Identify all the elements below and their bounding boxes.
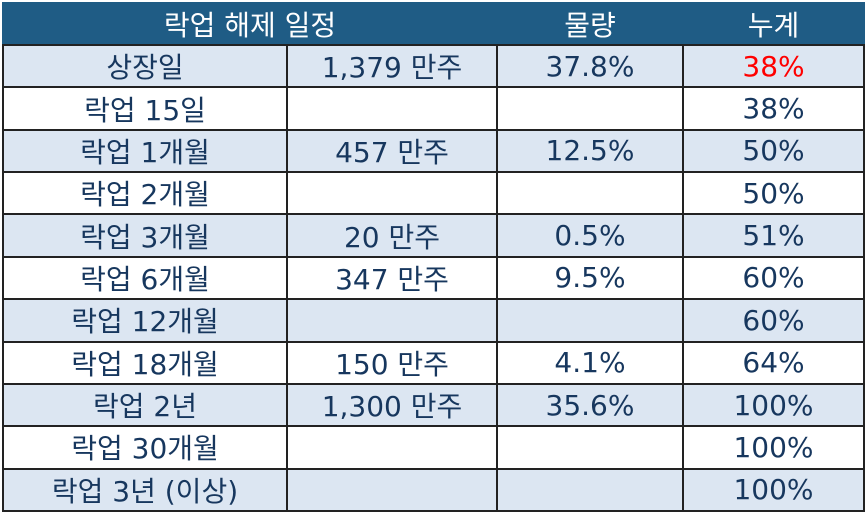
table-row: 락업 30개월 100% <box>2 425 865 470</box>
cell: 20 만주 <box>286 213 498 258</box>
table-row: 락업 3년 (이상) 100% <box>2 467 865 513</box>
header-cell: 누계 <box>682 2 865 46</box>
table-row: 락업 3개월 20 만주 0.5% 51% <box>2 213 865 258</box>
cell: 100% <box>682 467 865 513</box>
table-row: 락업 1개월 457 만주 12.5% 50% <box>2 128 865 174</box>
cell: 50% <box>682 128 865 174</box>
cell: 35.6% <box>496 382 684 428</box>
header-row: 락업 해제 일정 물량 누계 <box>2 2 865 46</box>
table-row: 락업 2개월 50% <box>2 171 865 216</box>
cell: 100% <box>682 425 865 470</box>
cell: 37.8% <box>496 43 684 89</box>
cell: 12.5% <box>496 128 684 174</box>
cell: 100% <box>682 382 865 428</box>
cell: 60% <box>682 255 865 301</box>
empty-cell <box>286 171 498 216</box>
empty-cell <box>286 425 498 470</box>
cell: 50% <box>682 171 865 216</box>
empty-cell <box>286 86 498 131</box>
cell: 락업 2년 <box>2 382 288 428</box>
table-row: 락업 2년 1,300 만주 35.6% 100% <box>2 382 865 428</box>
empty-cell <box>496 298 684 343</box>
table-row: 상장일 1,379 만주 37.8% 38% <box>2 43 865 89</box>
empty-cell <box>496 86 684 131</box>
cell: 38% <box>682 43 865 89</box>
cell: 락업 12개월 <box>2 298 288 343</box>
cell: 락업 3개월 <box>2 213 288 258</box>
cell: 0.5% <box>496 213 684 258</box>
empty-cell <box>496 171 684 216</box>
cell: 상장일 <box>2 43 288 89</box>
empty-cell <box>496 467 684 513</box>
cell: 1,379 만주 <box>286 43 498 89</box>
cell: 150 만주 <box>286 340 498 385</box>
header-cell: 물량 <box>496 2 684 46</box>
cell: 락업 18개월 <box>2 340 288 385</box>
empty-cell <box>286 298 498 343</box>
cell: 1,300 만주 <box>286 382 498 428</box>
cell: 51% <box>682 213 865 258</box>
header-cell: 락업 해제 일정 <box>2 2 498 46</box>
empty-cell <box>496 425 684 470</box>
cell: 락업 3년 (이상) <box>2 467 288 513</box>
cell: 9.5% <box>496 255 684 301</box>
table-row: 락업 15일 38% <box>2 86 865 131</box>
cell: 347 만주 <box>286 255 498 301</box>
cell: 60% <box>682 298 865 343</box>
cell: 락업 1개월 <box>2 128 288 174</box>
cell: 락업 2개월 <box>2 171 288 216</box>
table-row: 락업 12개월 60% <box>2 298 865 343</box>
cell: 락업 6개월 <box>2 255 288 301</box>
cell: 락업 30개월 <box>2 425 288 470</box>
table-row: 락업 18개월 150 만주 4.1% 64% <box>2 340 865 385</box>
cell: 락업 15일 <box>2 86 288 131</box>
empty-cell <box>286 467 498 513</box>
cell: 457 만주 <box>286 128 498 174</box>
table-row: 락업 6개월 347 만주 9.5% 60% <box>2 255 865 301</box>
cell: 38% <box>682 86 865 131</box>
cell: 4.1% <box>496 340 684 385</box>
cell: 64% <box>682 340 865 385</box>
